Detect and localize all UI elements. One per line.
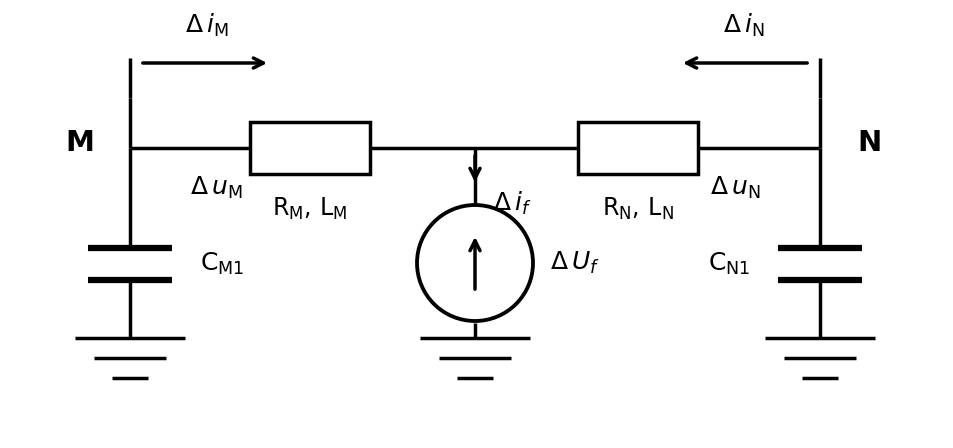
Text: $\rm R_M,\,L_M$: $\rm R_M,\,L_M$ <box>272 196 348 222</box>
Bar <box>250 122 370 174</box>
Text: $\Delta\,U_f$: $\Delta\,U_f$ <box>550 250 599 276</box>
Text: $\rm R_N,\,L_N$: $\rm R_N,\,L_N$ <box>601 196 673 222</box>
Text: $\rm C_{N1}$: $\rm C_{N1}$ <box>707 251 749 277</box>
Text: $\Delta\,i_{\rm M}$: $\Delta\,i_{\rm M}$ <box>185 11 229 39</box>
Text: $\Delta\,u_{\rm M}$: $\Delta\,u_{\rm M}$ <box>190 175 242 201</box>
Text: N: N <box>857 129 882 157</box>
Text: M: M <box>66 129 94 157</box>
Text: $\Delta\,i_{\rm N}$: $\Delta\,i_{\rm N}$ <box>722 11 764 39</box>
Text: $\Delta\,u_{\rm N}$: $\Delta\,u_{\rm N}$ <box>709 175 760 201</box>
Text: $\Delta\,i_f$: $\Delta\,i_f$ <box>493 190 531 216</box>
Bar <box>578 122 698 174</box>
Text: $\rm C_{M1}$: $\rm C_{M1}$ <box>200 251 244 277</box>
